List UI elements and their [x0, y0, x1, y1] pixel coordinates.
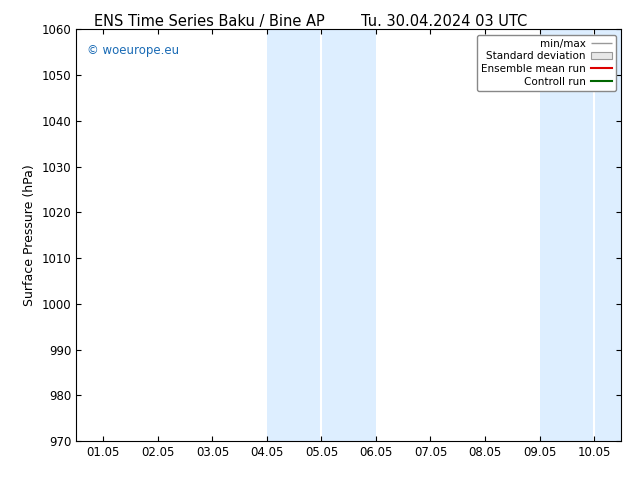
Bar	[267, 29, 376, 441]
Text: © woeurope.eu: © woeurope.eu	[87, 44, 179, 57]
Y-axis label: Surface Pressure (hPa): Surface Pressure (hPa)	[23, 164, 36, 306]
Text: Tu. 30.04.2024 03 UTC: Tu. 30.04.2024 03 UTC	[361, 14, 527, 29]
Bar	[540, 29, 621, 441]
Legend: min/max, Standard deviation, Ensemble mean run, Controll run: min/max, Standard deviation, Ensemble me…	[477, 35, 616, 91]
Text: ENS Time Series Baku / Bine AP: ENS Time Series Baku / Bine AP	[94, 14, 325, 29]
